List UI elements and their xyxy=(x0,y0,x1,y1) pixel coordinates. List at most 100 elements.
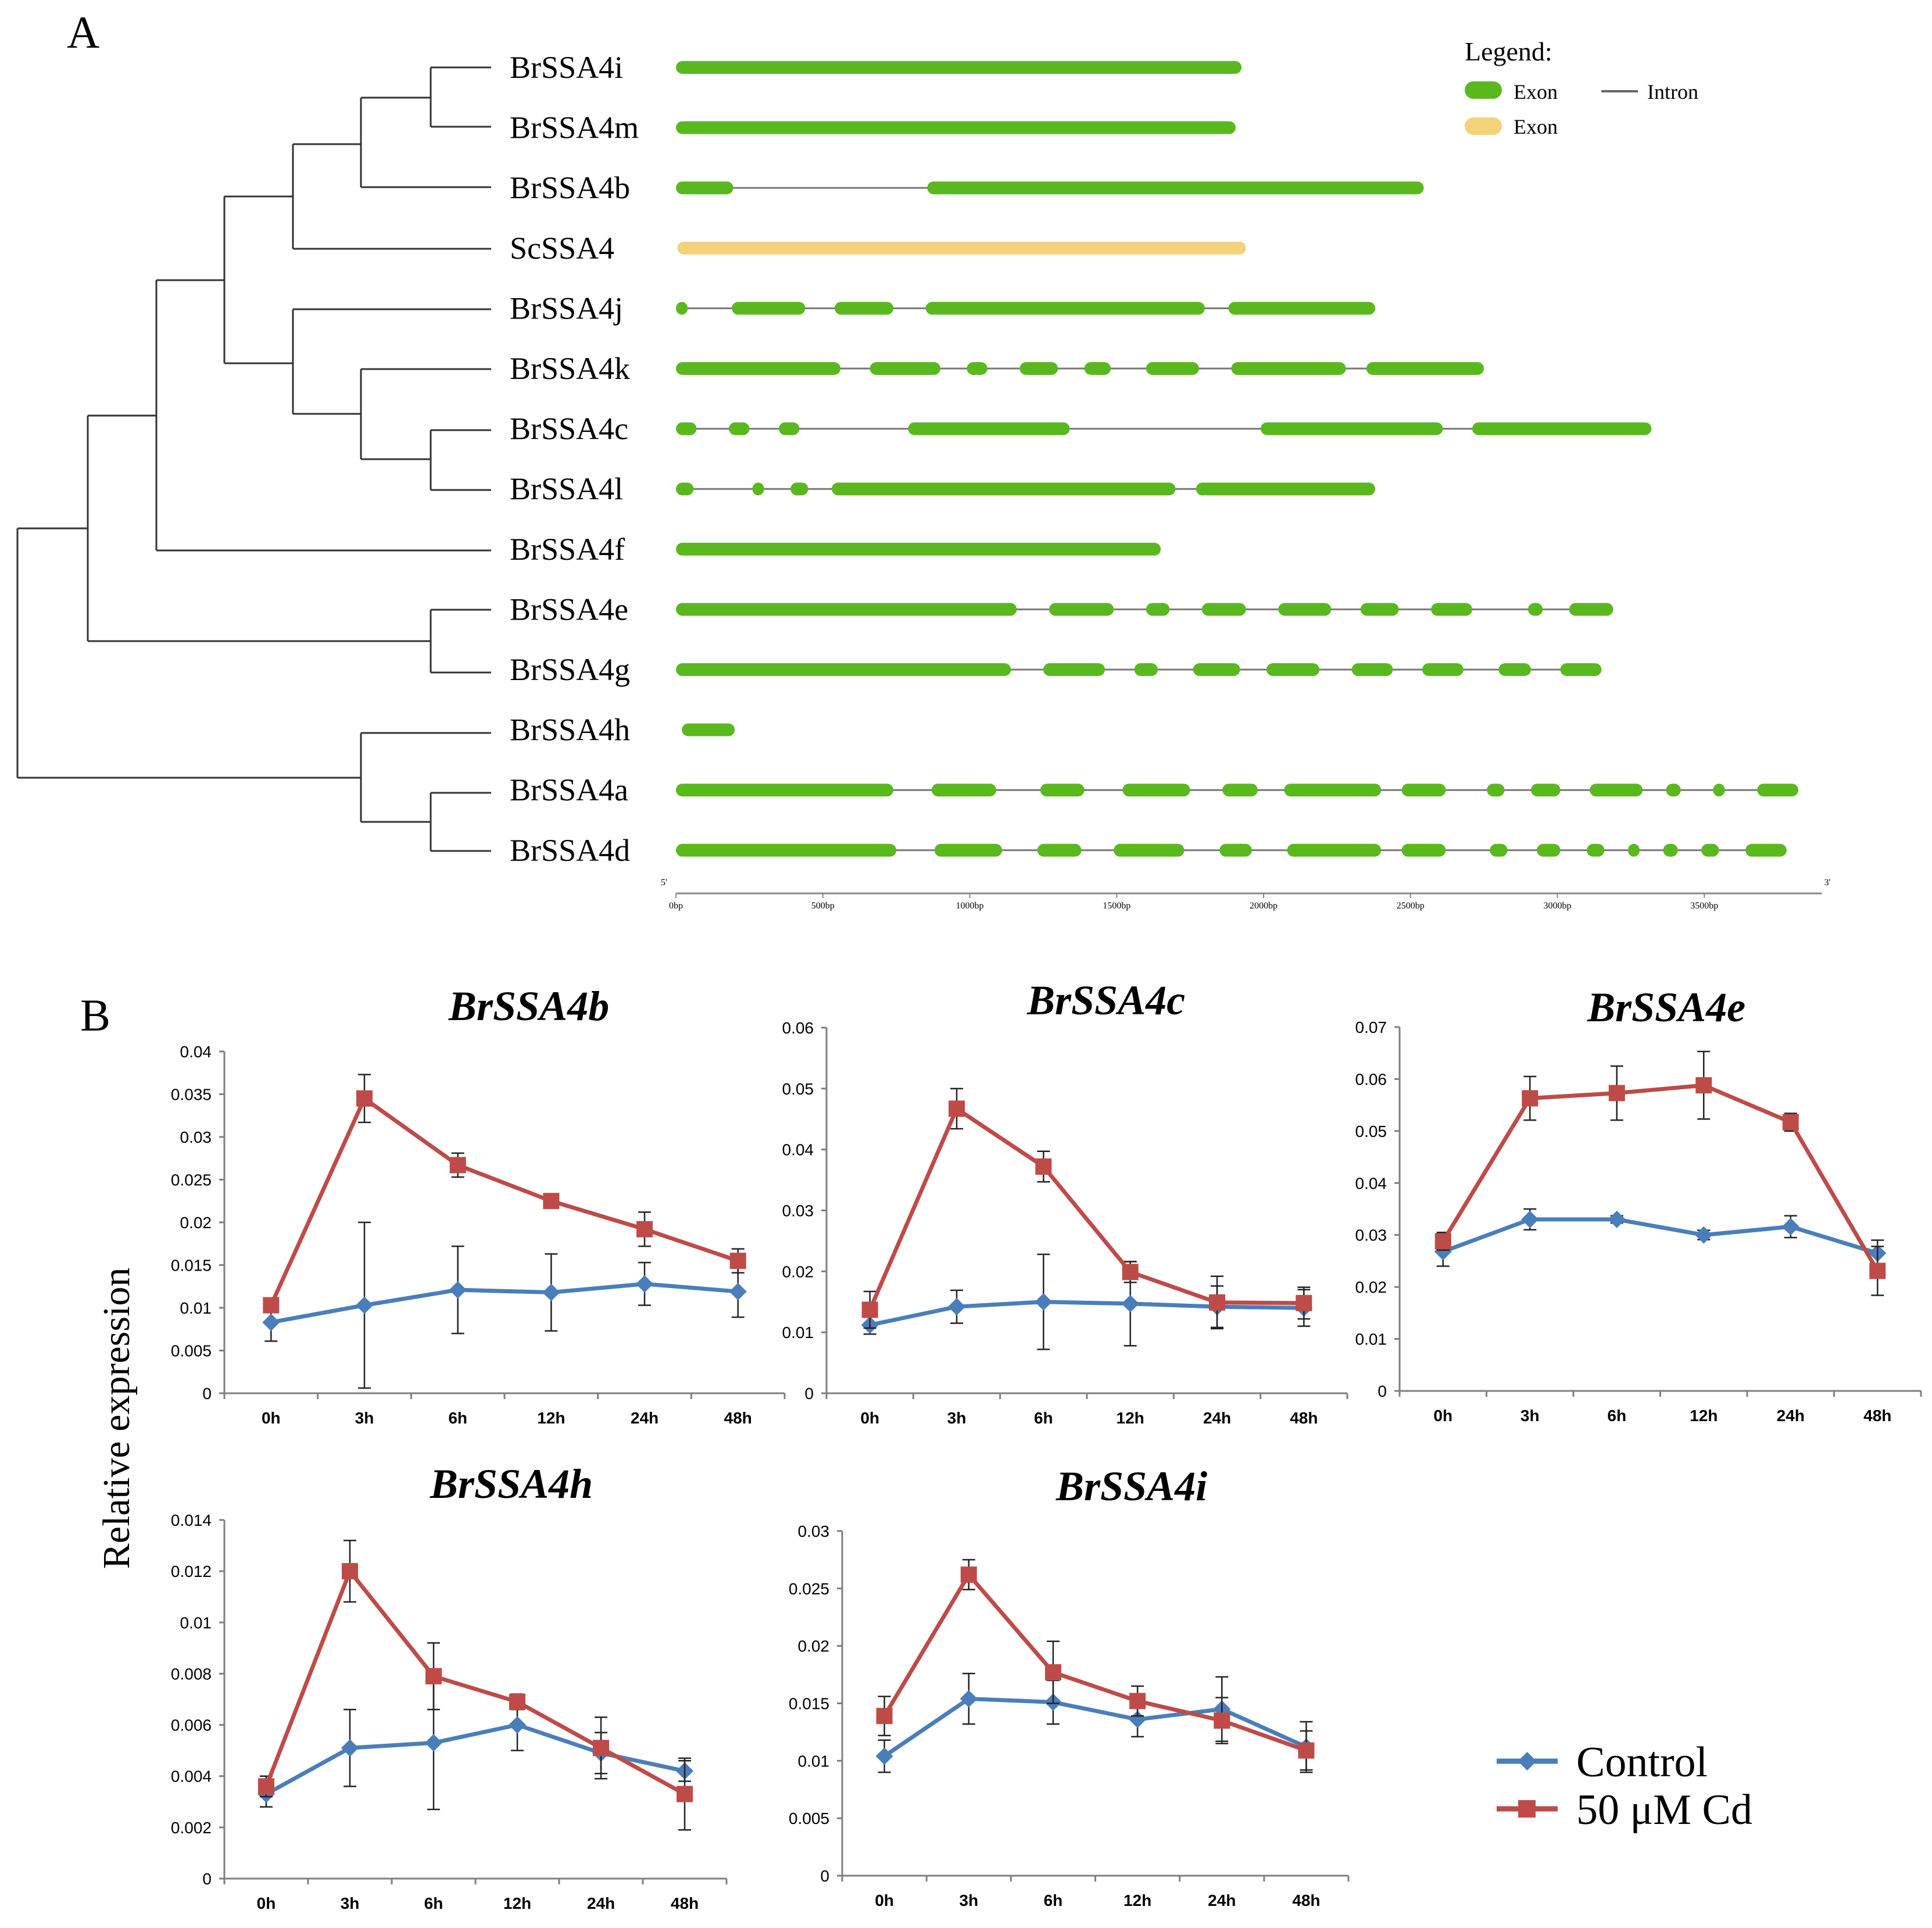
x-tick-label: 48h xyxy=(671,1894,699,1912)
y-tick-label: 0.025 xyxy=(789,1580,829,1598)
data-point xyxy=(1608,1085,1625,1101)
exon-block xyxy=(1228,302,1376,315)
chart-brssa4h: BrSSA4h 0 0.002 0.004 0.006 0.008 0.01 0.012 0.0… xyxy=(171,1461,728,1912)
exon-block xyxy=(1219,843,1252,857)
y-tick-label: 0.07 xyxy=(1355,1018,1387,1036)
series-line xyxy=(883,1697,1307,1758)
x-tick-label: 6h xyxy=(448,1409,467,1427)
exon-block xyxy=(1498,663,1532,676)
exon-block xyxy=(682,723,735,736)
y-tick-label: 0.05 xyxy=(782,1080,814,1098)
data-point xyxy=(949,1100,965,1117)
data-point xyxy=(1522,1090,1539,1107)
y-tick-label: 0 xyxy=(202,1385,212,1403)
legend-cd-label: 50 μM Cd xyxy=(1576,1786,1752,1834)
series-control xyxy=(257,1675,693,1811)
y-tick-label: 0.01 xyxy=(782,1324,814,1342)
data-point xyxy=(636,1275,653,1293)
bp-tick-label: 500bp xyxy=(811,901,835,911)
gene-structure-list xyxy=(676,61,1799,857)
exon-block xyxy=(1627,843,1640,857)
y-tick-label: 0.004 xyxy=(171,1768,212,1786)
series-cd xyxy=(876,1559,1315,1771)
exon-block xyxy=(1360,603,1399,616)
exon-block xyxy=(967,362,988,375)
exon-block xyxy=(1587,843,1605,857)
bp-tick-label: 2000bp xyxy=(1250,901,1278,911)
exon-block xyxy=(1287,843,1382,857)
bp-tick-label: 3000bp xyxy=(1544,901,1572,911)
chart-title: BrSSA4i xyxy=(1056,1463,1207,1510)
data-point xyxy=(1035,1293,1053,1311)
gene-name-brssa4l: BrSSA4l xyxy=(510,471,623,506)
gene-structure-brssa4e xyxy=(676,603,1613,616)
data-point xyxy=(1695,1226,1713,1244)
data-point xyxy=(258,1778,274,1795)
exon-block xyxy=(1487,784,1505,797)
data-point xyxy=(425,1734,442,1752)
exon-block xyxy=(1114,843,1185,857)
exon-block xyxy=(778,422,800,435)
x-tick-label: 24h xyxy=(1203,1409,1231,1427)
exon-block xyxy=(1366,362,1484,375)
legend-control-marker xyxy=(1518,1752,1537,1770)
chart-title: BrSSA4b xyxy=(448,983,609,1029)
y-tick-label: 0 xyxy=(1378,1382,1387,1400)
data-point xyxy=(1044,1664,1061,1681)
gene-name-brssa4m: BrSSA4m xyxy=(510,110,639,145)
x-tick-label: 12h xyxy=(1690,1407,1718,1425)
gene-structure-brssa4k xyxy=(676,362,1484,375)
exon-block xyxy=(1701,843,1719,857)
x-tick-label: 3h xyxy=(341,1894,360,1912)
exon-block xyxy=(1431,603,1472,616)
series-cd xyxy=(263,1074,746,1314)
gene-name-brssa4h: BrSSA4h xyxy=(510,713,630,747)
exon-block xyxy=(1146,362,1199,375)
gene-structure-brssa4l xyxy=(676,482,1376,496)
gene-name-brssa4a: BrSSA4a xyxy=(510,772,628,807)
phylogenetic-tree xyxy=(16,66,491,852)
gene-name-brssa4f: BrSSA4f xyxy=(510,532,625,567)
exon-block xyxy=(1231,362,1346,375)
panel-a-gene-structure: A BrSSA4iBrSSA4mBrSSA4bScSSA4BrSSA4jBrSS… xyxy=(16,7,1830,911)
x-tick-label: 3h xyxy=(355,1409,374,1427)
y-tick-label: 0.02 xyxy=(1355,1278,1387,1296)
x-tick-label: 12h xyxy=(1117,1409,1144,1427)
data-point xyxy=(341,1739,359,1757)
exon-block xyxy=(1663,843,1678,857)
x-tick-label: 6h xyxy=(1607,1407,1626,1425)
exon-block xyxy=(834,302,894,315)
chart-brssa4c: BrSSA4c 0 0.01 0.02 0.03 0.04 0.05 0.06 0h 3h 6h 12… xyxy=(782,977,1348,1427)
exon-block xyxy=(677,241,1246,255)
gene-structure-brssa4f xyxy=(676,542,1161,556)
exon-block xyxy=(908,422,1070,435)
bp-tick-label: 2500bp xyxy=(1397,901,1425,911)
x-tick-label: 0h xyxy=(860,1409,879,1427)
chart-title: BrSSA4c xyxy=(1026,977,1185,1024)
y-tick-label: 0.04 xyxy=(180,1043,212,1061)
x-tick-label: 0h xyxy=(257,1894,276,1912)
gene-structure-brssa4a xyxy=(676,784,1799,797)
y-tick-label: 0.035 xyxy=(171,1086,212,1104)
exon-block xyxy=(1122,784,1190,797)
gene-structure-brssa4m xyxy=(676,121,1236,134)
data-point xyxy=(543,1193,560,1210)
gene-name-brssa4k: BrSSA4k xyxy=(510,351,630,386)
data-point xyxy=(960,1566,977,1583)
exon-block xyxy=(1284,784,1382,797)
y-tick-label: 0.01 xyxy=(180,1614,212,1632)
y-tick-label: 0.01 xyxy=(798,1752,830,1770)
y-tick-label: 0.008 xyxy=(171,1665,212,1683)
exon-block xyxy=(1757,784,1799,797)
series-line xyxy=(264,1569,686,1796)
gene-name-brssa4c: BrSSA4c xyxy=(510,412,628,446)
legend-exon-yellow-label: Exon xyxy=(1514,115,1558,138)
legend-exon-green-label: Exon xyxy=(1514,80,1558,103)
x-tick-label: 12h xyxy=(1124,1891,1151,1909)
data-point xyxy=(1782,1114,1799,1131)
exon-block xyxy=(676,61,1242,74)
exon-block xyxy=(676,422,697,435)
gene-legend-title: Legend: xyxy=(1465,37,1552,66)
data-point xyxy=(1434,1233,1451,1250)
panel-b-label: B xyxy=(80,990,110,1040)
